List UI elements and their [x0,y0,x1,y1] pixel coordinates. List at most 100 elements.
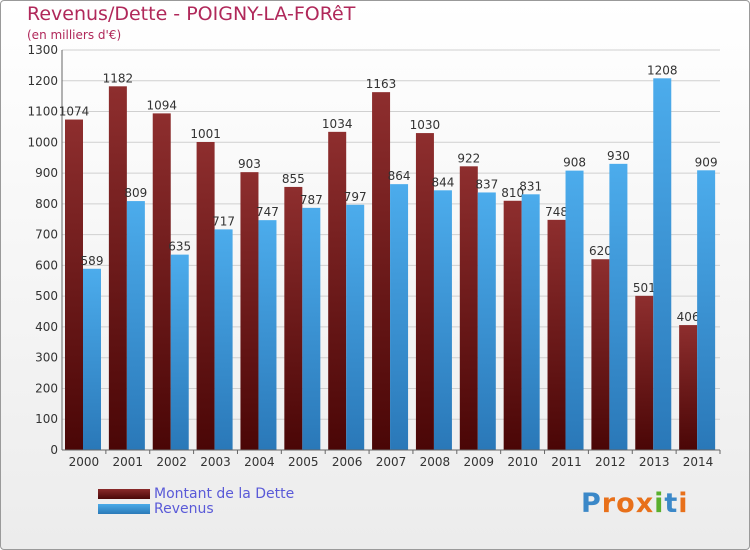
y-tick-label: 200 [35,381,58,395]
bar-dette [284,186,303,450]
bar-revenus [390,184,409,450]
bar-revenus [477,192,496,450]
data-label-revenus: 1208 [647,63,678,77]
data-label-revenus: 930 [607,149,630,163]
data-label-revenus: 589 [81,254,104,268]
bar-revenus [565,170,584,450]
bar-dette [108,86,127,451]
y-tick-label: 400 [35,320,58,334]
data-label-dette: 620 [589,244,612,258]
legend-label-dette: Montant de la Dette [154,485,295,502]
x-tick-label: 2012 [595,455,626,469]
bar-dette [372,92,391,451]
x-tick-label: 2014 [683,455,714,469]
data-label-revenus: 635 [168,240,191,254]
data-label-dette: 922 [457,151,480,165]
y-tick-label: 900 [35,166,58,180]
bar-revenus [126,201,145,450]
bar-revenus [83,268,101,450]
data-label-dette: 1163 [366,77,397,91]
x-tick-label: 2002 [156,455,187,469]
y-tick-label: 500 [35,289,58,303]
legend-item-revenus: Revenus [98,500,294,517]
bar-revenus [302,207,321,450]
data-label-dette: 810 [501,186,524,200]
data-label-revenus: 844 [431,175,454,189]
logo-letter: t [664,488,679,519]
x-tick-label: 2003 [200,455,231,469]
bar-revenus [346,204,365,450]
data-label-dette: 1030 [410,118,441,132]
bar-dette [196,142,215,450]
bar-dette [679,325,698,450]
data-label-dette: 1182 [103,71,134,85]
y-tick-label: 1100 [27,105,58,119]
y-tick-label: 1000 [27,135,58,149]
data-label-dette: 903 [238,157,261,171]
bar-revenus [170,254,189,450]
y-tick-label: 300 [35,351,58,365]
data-label-dette: 1034 [322,117,353,131]
x-tick-label: 2007 [376,455,407,469]
logo-letter: o [616,488,636,519]
bar-revenus [214,229,233,450]
x-tick-label: 2005 [288,455,319,469]
y-tick-label: 1300 [27,43,58,57]
data-label-dette: 1001 [190,127,221,141]
data-label-revenus: 747 [256,205,279,219]
data-label-dette: 748 [545,205,568,219]
legend-label-revenus: Revenus [154,500,214,517]
data-label-revenus: 717 [212,214,235,228]
logo-letter: r [601,488,617,519]
data-label-dette: 1074 [59,105,90,119]
bar-revenus [258,220,277,450]
x-tick-label: 2000 [69,455,100,469]
legend-item-dette: Montant de la Dette [98,485,295,502]
x-tick-label: 2013 [639,455,670,469]
data-label-revenus: 864 [388,169,411,183]
data-label-revenus: 787 [300,193,323,207]
y-tick-label: 1200 [27,74,58,88]
data-label-dette: 406 [677,310,700,324]
bar-dette [65,119,83,451]
x-tick-label: 2004 [244,455,275,469]
y-tick-label: 700 [35,228,58,242]
bar-dette [152,113,171,450]
data-label-dette: 501 [633,281,656,295]
data-label-dette: 855 [282,172,305,186]
bar-revenus [697,170,716,451]
x-tick-label: 2008 [420,455,451,469]
data-label-revenus: 837 [475,177,498,191]
x-tick-label: 2009 [463,455,494,469]
y-tick-label: 0 [50,443,58,457]
x-tick-label: 2006 [332,455,363,469]
data-label-revenus: 908 [563,156,586,170]
logo-letter: x [635,488,655,519]
x-tick-label: 2001 [113,455,144,469]
data-label-revenus: 831 [519,179,542,193]
bar-dette [240,172,259,450]
bar-revenus [521,194,540,450]
bar-revenus [609,163,628,450]
bar-dette [503,200,522,450]
y-tick-label: 600 [35,258,58,272]
bar-dette [415,133,434,451]
bar-dette [635,295,654,450]
data-label-revenus: 909 [695,155,718,169]
y-tick-label: 100 [35,412,58,426]
bar-revenus [433,190,452,451]
legend-swatch-revenus [98,503,150,514]
bar-revenus [653,78,672,451]
bar-dette [459,166,478,451]
data-label-dette: 1094 [146,98,177,112]
data-label-revenus: 809 [124,186,147,200]
x-tick-label: 2011 [551,455,582,469]
chart-title: Revenus/Dette - POIGNY-LA-FORêT [27,3,356,25]
bar-dette [328,131,347,450]
logo-letter: P [581,488,602,519]
data-label-revenus: 797 [344,190,367,204]
logo-letter: i [678,488,689,519]
bar-dette [591,259,610,450]
legend: Montant de la Dette Revenus [98,485,295,517]
